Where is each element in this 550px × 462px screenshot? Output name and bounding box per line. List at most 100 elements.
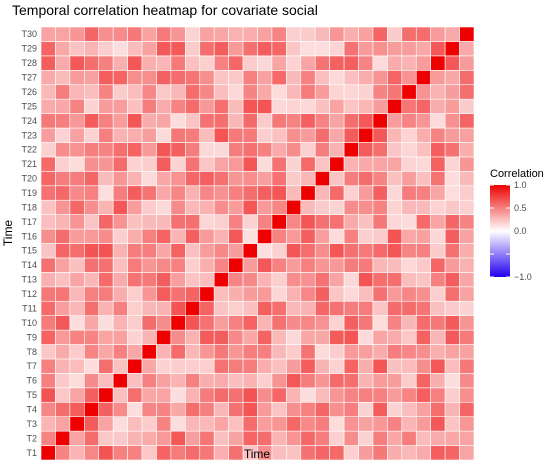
heatmap-cell — [372, 26, 388, 42]
heatmap-cell — [170, 171, 186, 187]
heatmap-cell — [430, 257, 446, 273]
heatmap-cell — [141, 430, 157, 446]
heatmap-cell — [329, 315, 345, 331]
heatmap-cell — [40, 142, 56, 158]
heatmap-cell — [459, 416, 475, 432]
heatmap-cell — [286, 156, 302, 172]
heatmap-cell — [387, 171, 403, 187]
heatmap-cell — [112, 98, 128, 114]
heatmap-cell — [55, 257, 71, 273]
heatmap-cell — [141, 329, 157, 345]
heatmap-cell — [213, 358, 229, 374]
heatmap-cell — [358, 358, 374, 374]
heatmap-cell — [372, 113, 388, 129]
heatmap-cell — [286, 373, 302, 389]
heatmap-cell — [242, 401, 258, 417]
heatmap-cell — [372, 329, 388, 345]
heatmap-cell — [401, 358, 417, 374]
heatmap-cell — [300, 55, 316, 71]
heatmap-cell — [300, 358, 316, 374]
heatmap-cell — [69, 199, 85, 215]
heatmap-cell — [358, 272, 374, 288]
heatmap-cell — [40, 156, 56, 172]
heatmap-cell — [415, 300, 431, 316]
heatmap-cell — [156, 344, 172, 360]
heatmap-cell — [98, 185, 114, 201]
heatmap-cell — [372, 142, 388, 158]
heatmap-cell — [242, 300, 258, 316]
heatmap-cell — [199, 387, 215, 403]
heatmap-cell — [286, 185, 302, 201]
heatmap-cell — [69, 430, 85, 446]
heatmap-cell — [199, 358, 215, 374]
legend-ticks: 1.0 0.5 0.0 −1.0 — [490, 180, 532, 282]
heatmap-cell — [170, 286, 186, 302]
y-tick-label: T25 — [21, 101, 37, 111]
heatmap-cell — [185, 228, 201, 244]
heatmap-cell — [242, 55, 258, 71]
heatmap-cell — [314, 26, 330, 42]
heatmap-cell — [300, 272, 316, 288]
heatmap-cell — [286, 55, 302, 71]
heatmap-cell — [84, 156, 100, 172]
y-tick-label: T28 — [21, 58, 37, 68]
heatmap-cell — [415, 41, 431, 57]
heatmap-cell — [329, 416, 345, 432]
heatmap-cell — [141, 243, 157, 259]
heatmap-cell — [213, 228, 229, 244]
heatmap-cell — [40, 387, 56, 403]
heatmap-cell — [69, 55, 85, 71]
heatmap-cell — [98, 142, 114, 158]
heatmap-cell — [329, 373, 345, 389]
heatmap-cell — [329, 171, 345, 187]
heatmap-cell — [459, 199, 475, 215]
heatmap-cell — [84, 272, 100, 288]
heatmap-cell — [430, 228, 446, 244]
heatmap-cell — [415, 430, 431, 446]
heatmap-cell — [372, 185, 388, 201]
heatmap-cell — [300, 416, 316, 432]
heatmap-cell — [329, 156, 345, 172]
heatmap-cell — [387, 286, 403, 302]
heatmap-cell — [185, 344, 201, 360]
heatmap-cell — [185, 243, 201, 259]
heatmap-cell — [459, 98, 475, 114]
heatmap-cell — [69, 26, 85, 42]
heatmap-cell — [213, 185, 229, 201]
heatmap-cell — [271, 199, 287, 215]
heatmap-cell — [372, 358, 388, 374]
heatmap-cell — [141, 127, 157, 143]
heatmap-cell — [444, 272, 460, 288]
heatmap-cell — [415, 445, 431, 461]
heatmap-cell — [242, 26, 258, 42]
heatmap-cell — [185, 70, 201, 86]
heatmap-cell — [228, 98, 244, 114]
heatmap-cell — [358, 373, 374, 389]
heatmap-cell — [228, 373, 244, 389]
heatmap-cell — [199, 156, 215, 172]
heatmap-cell — [257, 142, 273, 158]
heatmap-cell — [358, 199, 374, 215]
heatmap-cell — [286, 445, 302, 461]
heatmap-cell — [98, 401, 114, 417]
heatmap-cell — [112, 113, 128, 129]
heatmap-cell — [228, 300, 244, 316]
heatmap-cell — [387, 70, 403, 86]
heatmap-cell — [415, 358, 431, 374]
heatmap-cell — [242, 199, 258, 215]
heatmap-cell — [40, 70, 56, 86]
heatmap-cell — [213, 286, 229, 302]
heatmap-cell — [286, 401, 302, 417]
heatmap-cell — [271, 257, 287, 273]
y-tick-label: T30 — [21, 29, 37, 39]
heatmap-cell — [242, 142, 258, 158]
heatmap-cell — [329, 41, 345, 57]
heatmap-cell — [401, 185, 417, 201]
heatmap-cell — [372, 171, 388, 187]
heatmap-cell — [314, 127, 330, 143]
heatmap-cell — [55, 373, 71, 389]
heatmap-cell — [40, 257, 56, 273]
heatmap-cell — [69, 286, 85, 302]
heatmap-cell — [459, 70, 475, 86]
heatmap-cell — [401, 373, 417, 389]
